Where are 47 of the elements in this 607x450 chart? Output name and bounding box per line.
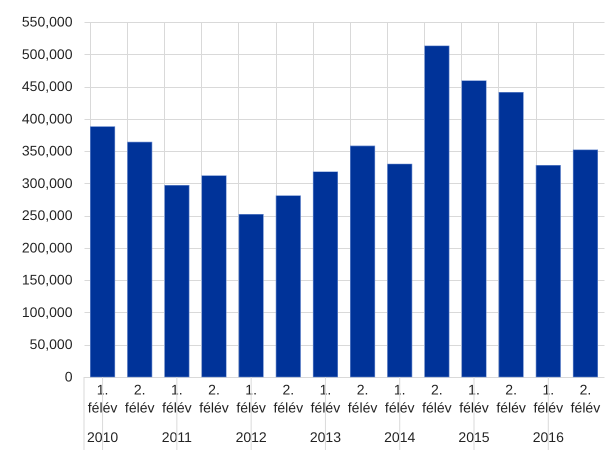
bar xyxy=(536,164,561,378)
x-tick-label: 2. félév xyxy=(348,382,378,416)
y-tick-label: 500,000 xyxy=(22,46,73,62)
bar xyxy=(276,195,301,378)
y-tick-label: 300,000 xyxy=(22,174,73,191)
y-tick-label: 50,000 xyxy=(30,336,73,352)
bar xyxy=(350,146,376,378)
bar xyxy=(461,80,487,378)
x-tick-label: 2. félév xyxy=(124,382,155,416)
x-tick-label: 2. félév xyxy=(273,382,304,416)
text: 2010 xyxy=(86,429,118,445)
y-tick-label: 350,000 xyxy=(22,142,73,159)
text: 2011 xyxy=(162,429,192,445)
text: 2015 xyxy=(458,429,490,445)
x-tick-label: 1. félév xyxy=(236,382,266,416)
text: 2016 xyxy=(532,429,564,445)
x-tick-label: 2. félév xyxy=(496,382,526,416)
y-tick-label: 400,000 xyxy=(22,110,73,126)
y-tick-label: 550,000 xyxy=(22,14,73,30)
bar xyxy=(164,185,190,378)
text: 2012 xyxy=(236,429,267,445)
x-tick-label: 2. félév xyxy=(422,382,452,416)
bar xyxy=(572,150,598,378)
bar xyxy=(127,142,152,378)
y-tick-label: 250,000 xyxy=(22,207,73,224)
y-tick-label: 100,000 xyxy=(22,304,73,320)
x-tick-label: 1. félév xyxy=(533,382,564,416)
bar xyxy=(238,214,264,378)
x-tick-label: 1. félév xyxy=(459,382,489,416)
bar xyxy=(424,46,450,378)
bar xyxy=(387,164,412,378)
bar xyxy=(90,126,116,378)
x-tick-label: 1. félév xyxy=(162,382,192,416)
y-tick-label: 0 xyxy=(64,368,73,384)
bar xyxy=(201,175,227,378)
y-tick-label: 200,000 xyxy=(22,239,73,256)
x-tick-label: 2. félév xyxy=(570,382,600,416)
y-tick-label: 450,000 xyxy=(22,78,73,94)
x-tick-label: 1. félév xyxy=(88,382,118,416)
bar xyxy=(498,92,524,378)
x-tick-label: 1. félév xyxy=(384,382,415,416)
bar xyxy=(312,171,338,378)
text: 2013 xyxy=(310,429,342,445)
x-tick-label: 2. félév xyxy=(199,382,229,416)
text: 2014 xyxy=(384,429,416,445)
y-tick-label: 150,000 xyxy=(22,272,73,288)
x-tick-label: 1. félév xyxy=(310,382,340,416)
